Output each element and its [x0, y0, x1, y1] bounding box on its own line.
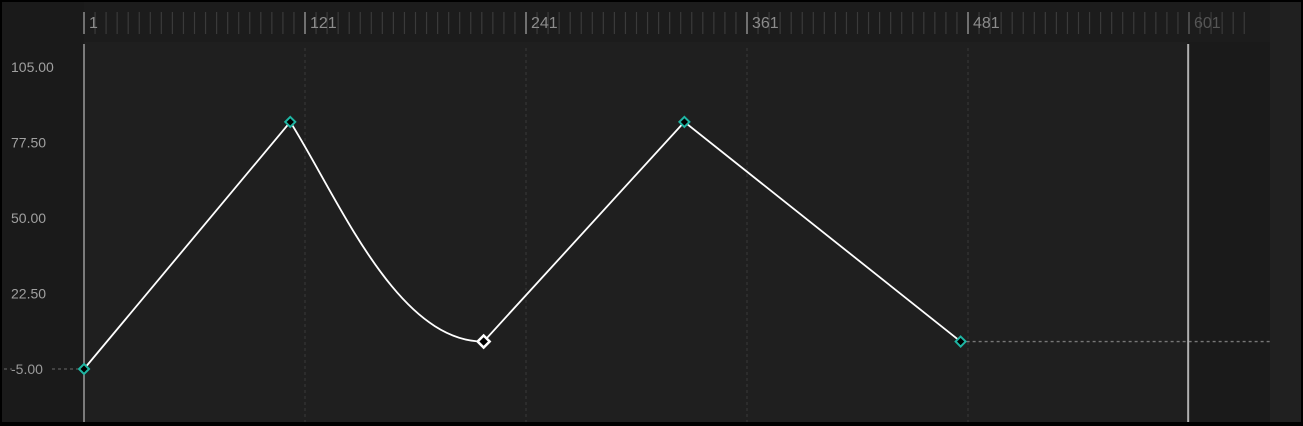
ruler-label-1: 1 — [89, 15, 98, 32]
value-label: 77.50 — [11, 135, 46, 151]
keyframe[interactable] — [77, 362, 91, 376]
timeline-ruler[interactable] — [84, 2, 1270, 42]
keyframe-selected[interactable] — [475, 333, 492, 350]
keyframe[interactable] — [283, 115, 297, 129]
ruler-label-121: 121 — [310, 15, 337, 32]
keyframe[interactable] — [677, 115, 691, 129]
value-label-panel — [2, 2, 84, 422]
value-label: 105.00 — [11, 59, 54, 75]
animation-curve[interactable] — [83, 120, 962, 370]
ruler-label-481: 481 — [973, 15, 1000, 32]
value-label: 50.00 — [11, 210, 46, 226]
ruler-label-361: 361 — [752, 15, 779, 32]
value-label-bg — [12, 360, 50, 378]
scroll-margin — [1270, 2, 1301, 422]
keyframe[interactable] — [954, 335, 968, 348]
ruler-label-241: 241 — [531, 15, 558, 32]
out-of-range-region — [1188, 2, 1270, 422]
ruler-label-601: 601 — [1194, 15, 1221, 32]
value-label: -5.00 — [11, 361, 43, 377]
value-label: 22.50 — [11, 286, 46, 302]
